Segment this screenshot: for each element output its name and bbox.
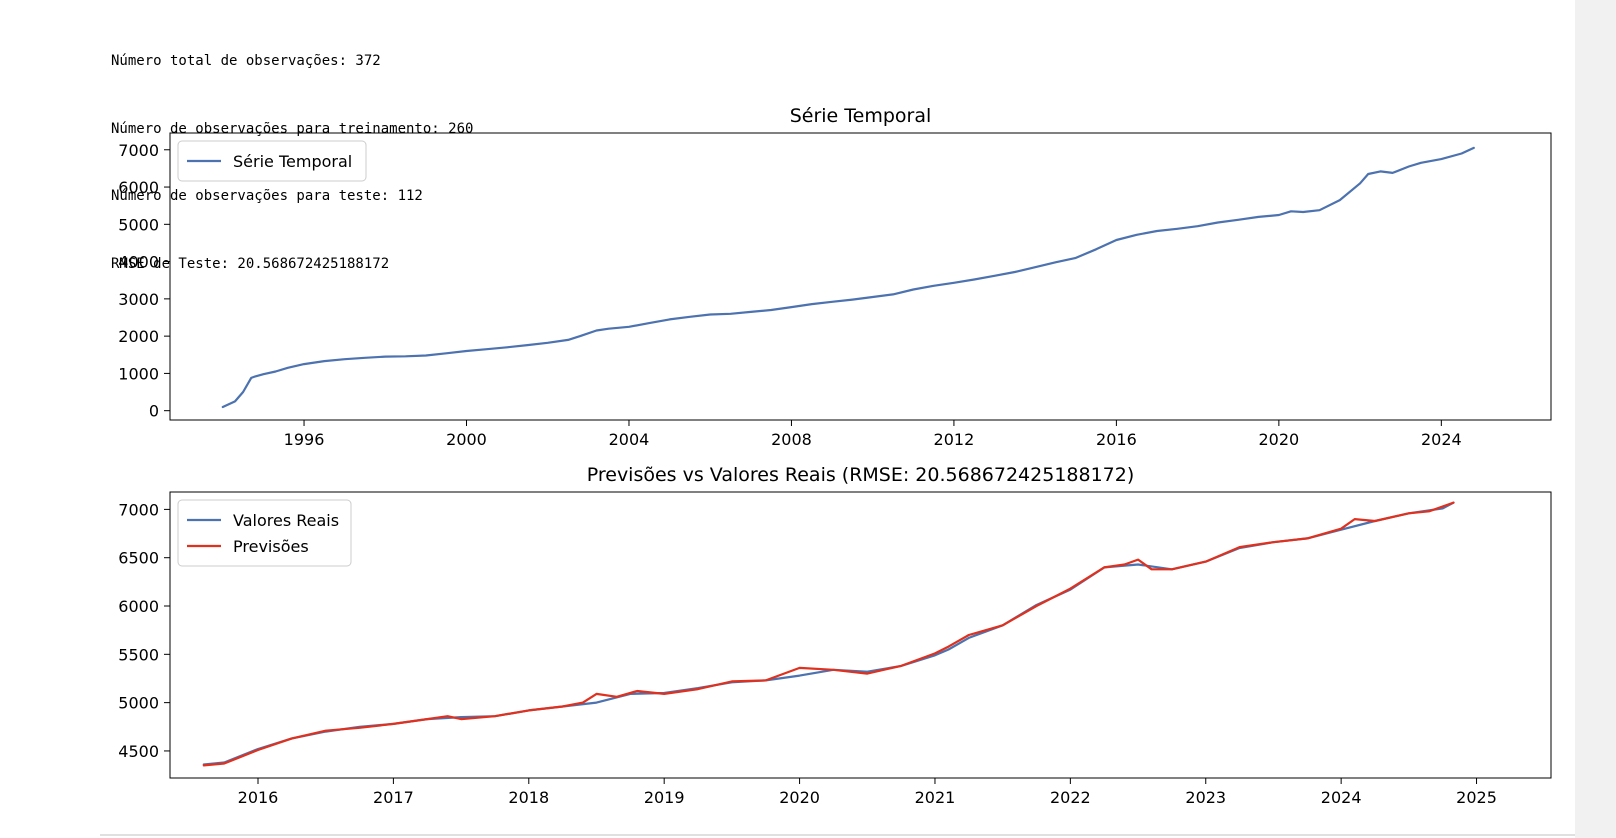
plot-frame: [169, 132, 1552, 421]
legend-label-0: Valores Reais: [233, 511, 339, 530]
output-line: RMSE de Teste: 20.568672425188172: [111, 255, 390, 272]
x-tick-label: 2022: [1050, 788, 1091, 807]
x-tick-label: 1996: [284, 430, 325, 449]
y-tick-label: 7000: [118, 500, 159, 519]
y-tick-label: 4000: [118, 253, 159, 272]
y-tick-label: 3000: [118, 290, 159, 309]
y-tick-label: 6000: [118, 597, 159, 616]
x-tick-label: 2020: [1259, 430, 1300, 449]
x-tick-label: 2017: [373, 788, 414, 807]
x-tick-label: 2016: [238, 788, 279, 807]
output-line: Número de observações para teste: 112: [111, 188, 423, 204]
chart-title: Previsões vs Valores Reais (RMSE: 20.568…: [587, 464, 1135, 486]
output-line: Número total de observações: 372: [111, 53, 381, 69]
y-tick-label: 6500: [118, 549, 159, 568]
x-tick-label: 2004: [609, 430, 650, 449]
charts-figure: Série Temporal 0 1000 2000 3000 4000 5000 6000 7…: [118, 105, 1552, 807]
y-tick-label: 7000: [118, 141, 159, 160]
x-tick-label: 2012: [934, 430, 975, 449]
y-tick-label: 5000: [118, 215, 159, 234]
chart-title: Série Temporal: [790, 105, 932, 127]
x-tick-label: 2008: [771, 430, 812, 449]
y-tick-label: 0: [149, 402, 159, 421]
legend-box: [177, 499, 352, 567]
y-tick-label: 5500: [118, 645, 159, 664]
x-tick-label: 2019: [644, 788, 685, 807]
x-tick-label: 2024: [1321, 788, 1362, 807]
y-tick-label: 5000: [118, 694, 159, 713]
scrollbar[interactable]: [1575, 0, 1616, 838]
y-tick-label: 2000: [118, 327, 159, 346]
y-tick-label: 6000: [118, 178, 159, 197]
x-tick-label: 2024: [1421, 430, 1462, 449]
legend-label-0: Série Temporal: [233, 152, 352, 171]
x-tick-label: 2000: [446, 430, 487, 449]
divider: [100, 834, 1575, 836]
series-line-0: [221, 146, 1475, 409]
x-tick-label: 2021: [915, 788, 956, 807]
series-line-1: [202, 501, 1455, 767]
chart-previsoes-vs-reais: Previsões vs Valores Reais (RMSE: 20.568…: [118, 464, 1552, 807]
legend-label-1: Previsões: [233, 537, 309, 556]
x-tick-label: 2025: [1456, 788, 1497, 807]
y-tick-label: 4500: [118, 742, 159, 761]
legend-box: [177, 140, 367, 182]
plot-frame: [169, 491, 1552, 779]
x-tick-label: 2023: [1185, 788, 1226, 807]
chart-serie-temporal: Série Temporal 0 1000 2000 3000 4000 5000 6000 7…: [118, 105, 1552, 449]
x-tick-label: 2018: [508, 788, 549, 807]
x-tick-label: 2020: [779, 788, 820, 807]
x-tick-label: 2016: [1096, 430, 1137, 449]
y-tick-label: 1000: [118, 364, 159, 383]
